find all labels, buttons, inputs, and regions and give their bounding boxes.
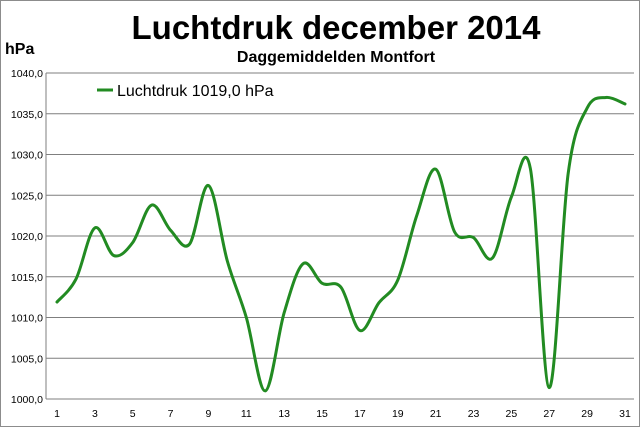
y-tick-label: 1030,0 [11,150,43,162]
y-tick-label: 1005,0 [11,353,43,365]
chart-title: Luchtdruk december 2014 [132,9,542,46]
x-tick-label: 21 [430,408,442,420]
x-tick-label: 31 [619,408,631,420]
x-tick-label: 7 [168,408,174,420]
x-tick-label: 11 [241,408,252,420]
series-line [55,95,627,393]
chart-subtitle: Daggemiddelden Montfort [237,49,436,66]
x-axis-ticks: 1 3 5 7 9 11 13 15 17 19 21 23 25 27 29 31 [54,408,631,420]
y-tick-label: 1025,0 [11,190,43,202]
x-tick-label: 1 [54,408,60,420]
x-tick-label: 23 [468,408,480,420]
legend: Luchtdruk 1019,0 hPa [97,83,274,100]
x-tick-label: 5 [130,408,136,420]
x-tick-label: 19 [392,408,404,420]
y-tick-label: 1015,0 [11,272,43,284]
gridlines [45,72,634,400]
x-tick-label: 25 [506,408,518,420]
series-layer [55,95,627,393]
y-axis-label: hPa [5,41,34,58]
x-tick-label: 13 [278,408,290,420]
y-tick-label: 1040,0 [11,68,43,80]
y-tick-label: 1000,0 [11,394,43,406]
y-axis-ticks: 1000,0 1005,0 1010,0 1015,0 1020,0 1025,0 1030… [11,68,43,406]
x-tick-label: 17 [354,408,366,420]
x-tick-label: 27 [543,408,555,420]
legend-label: Luchtdruk 1019,0 hPa [117,83,274,100]
x-tick-label: 9 [206,408,212,420]
y-tick-label: 1020,0 [11,231,43,243]
y-tick-label: 1035,0 [11,109,43,121]
x-tick-label: 29 [581,408,593,420]
y-tick-label: 1010,0 [11,313,43,325]
x-tick-label: 3 [92,408,98,420]
x-tick-label: 15 [316,408,328,420]
